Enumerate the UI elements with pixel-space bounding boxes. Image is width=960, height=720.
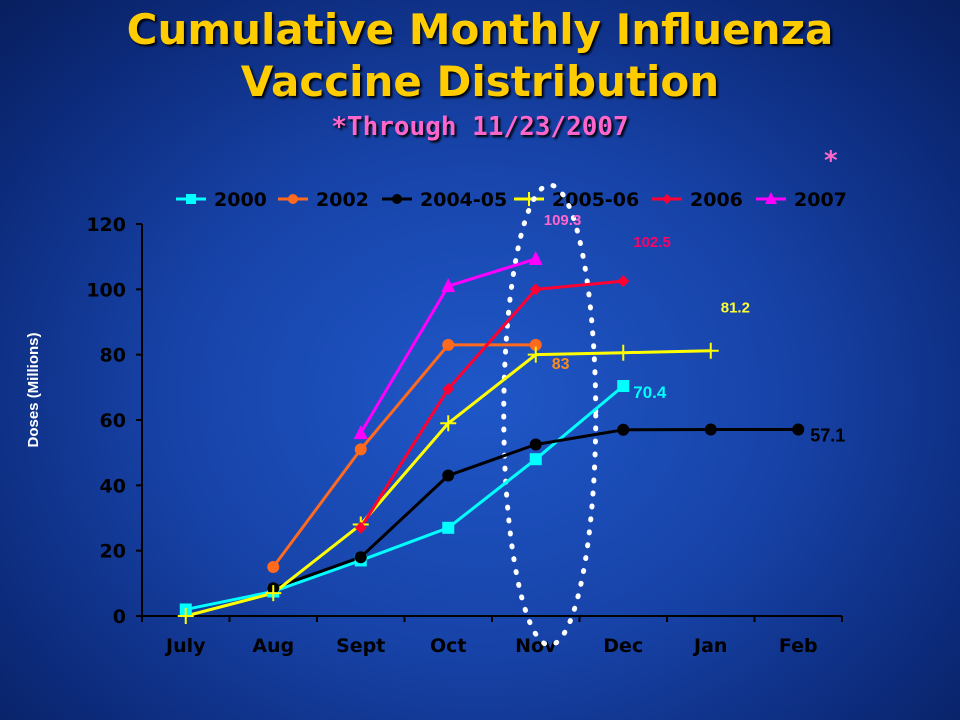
data-point-circle: [267, 561, 280, 573]
y-tick-label: 40: [100, 475, 126, 497]
legend-label: 2007: [794, 189, 847, 211]
data-point-circle: [529, 338, 542, 351]
data-point-diamond: [442, 382, 455, 395]
data-label-2002: 83: [552, 356, 570, 373]
series-markers: [177, 250, 805, 624]
chart-axes: 0 20 40 60 80 100 120 July Aug Sept Oct Nov Dec Jan Fe…: [25, 214, 843, 657]
data-point-circle: [354, 551, 367, 564]
data-point-circle: [792, 423, 805, 436]
legend-item-2006: 2006: [652, 189, 743, 211]
data-point-triangle: [765, 192, 777, 204]
y-tick-label: 0: [113, 606, 126, 628]
data-point-cross: [527, 346, 544, 363]
x-tick-label: Sept: [336, 635, 385, 657]
y-axis-label: Doses (Millions): [25, 332, 42, 447]
x-tick-label: Dec: [603, 635, 643, 657]
data-point-circle: [442, 469, 455, 482]
legend-label: 2005-06: [552, 189, 639, 211]
data-point-circle: [617, 423, 630, 436]
data-label-2005-06: 81.2: [721, 300, 750, 317]
data-point-square: [442, 521, 455, 534]
data-point-diamond: [617, 275, 630, 288]
legend-item-2004-05: 2004-05: [382, 189, 507, 211]
legend-label: 2002: [316, 189, 369, 211]
x-tick-label: Oct: [430, 635, 467, 657]
legend-item-2007: 2007: [756, 189, 847, 211]
data-point-circle: [529, 438, 542, 451]
highlight-ellipse-layer: [501, 182, 599, 648]
data-point-diamond: [529, 283, 542, 296]
chart-title-line1: Cumulative Monthly Influenza: [126, 5, 834, 54]
legend-label: 2004-05: [420, 189, 507, 211]
data-point-square: [186, 194, 196, 204]
legend-item-2000: 2000: [176, 189, 267, 211]
x-tick-label: Feb: [779, 635, 818, 657]
data-point-square: [529, 453, 542, 466]
y-tick-label: 20: [100, 541, 126, 563]
y-tick-label: 100: [86, 279, 126, 301]
series-lines: [185, 257, 799, 618]
chart-title-line2: Vaccine Distribution: [240, 57, 720, 106]
highlight-ellipse: [501, 182, 599, 648]
legend-label: 2006: [690, 189, 743, 211]
data-label-2006: 102.5: [633, 234, 671, 251]
data-label-2007: 109.3: [544, 212, 582, 229]
legend-item-2002: 2002: [278, 189, 369, 211]
data-point-cross: [177, 608, 194, 624]
x-tick-label: Aug: [252, 635, 294, 657]
data-point-cross: [440, 415, 457, 432]
data-point-circle: [288, 194, 298, 204]
data-point-circle: [354, 443, 367, 456]
x-tick-label: Jan: [692, 635, 727, 657]
chart-subtitle: *Through 11/23/2007: [331, 112, 629, 142]
series-line-2002: [272, 343, 536, 568]
legend: 2000 2002 2004-05 2005-06 2006 2007: [176, 189, 847, 211]
series-line-2006: [359, 279, 624, 529]
data-point-cross: [265, 585, 282, 602]
legend-label: 2000: [214, 189, 267, 211]
data-point-circle: [442, 338, 455, 351]
series-line-2000: [185, 384, 625, 611]
legend-item-2005-06: 2005-06: [514, 189, 639, 211]
data-point-diamond: [354, 521, 367, 534]
asterisk-note: *: [824, 146, 838, 176]
data-point-circle: [704, 423, 717, 436]
y-tick-label: 60: [100, 410, 126, 432]
x-tick-label: July: [164, 635, 206, 657]
data-point-cross: [702, 342, 719, 359]
data-annotations: 109.3 102.5 83 81.2 70.4 57.1: [544, 212, 846, 446]
data-point-cross: [615, 344, 632, 361]
y-tick-label: 80: [100, 345, 126, 367]
data-label-2000: 70.4: [633, 383, 667, 402]
data-point-triangle: [353, 425, 368, 440]
data-point-square: [617, 380, 630, 393]
data-point-circle: [392, 194, 402, 204]
y-tick-label: 120: [86, 214, 126, 236]
data-point-triangle: [528, 250, 543, 265]
data-point-diamond: [662, 194, 672, 204]
x-tick-label: Nov: [515, 635, 557, 657]
data-label-2004-05: 57.1: [810, 425, 845, 445]
data-point-triangle: [441, 278, 456, 293]
